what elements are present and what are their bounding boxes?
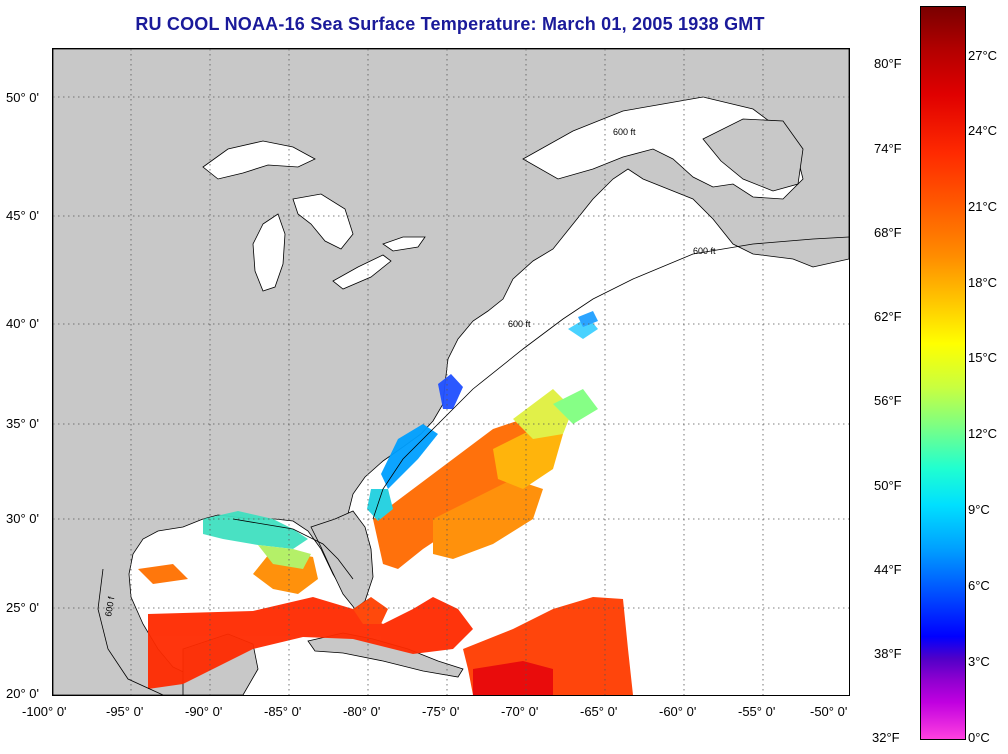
lat-label-25: 25° 0' [6, 600, 39, 615]
lon-label-65: -65° 0' [580, 704, 618, 719]
colorbar-c-9: 9°C [968, 502, 990, 517]
isobath-label-3: 600 ft [613, 127, 636, 137]
lat-label-20: 20° 0' [6, 686, 39, 701]
map-title: RU COOL NOAA-16 Sea Surface Temperature:… [135, 14, 765, 34]
colorbar-c-15: 15°C [968, 350, 998, 365]
colorbar-f-80: 80°F [874, 56, 902, 71]
lat-label-40: 40° 0' [6, 316, 39, 331]
lake-superior [202, 140, 316, 180]
lon-label-100: -100° 0' [22, 704, 67, 719]
north-america-land [53, 49, 849, 695]
colorbar-c-27: 27°C [968, 48, 998, 63]
map-canvas: 600 ft 600 ft 600 ft 600 f [53, 49, 849, 695]
colorbar-c-3: 3°C [968, 654, 990, 669]
isobath-label-2: 600 ft [693, 246, 716, 256]
lon-label-50: -50° 0' [810, 704, 848, 719]
lake-ontario [382, 236, 426, 252]
lon-label-95: -95° 0' [106, 704, 144, 719]
colorbar-c-21: 21°C [968, 199, 998, 214]
florida [310, 510, 374, 610]
lon-label-80: -80° 0' [343, 704, 381, 719]
colorbar-c-6: 6°C [968, 578, 990, 593]
colorbar-f-56: 56°F [874, 393, 902, 408]
colorbar-f-32: 32°F [872, 730, 900, 745]
gulf-st-lawrence [522, 96, 804, 200]
colorbar-c-24: 24°C [968, 123, 998, 138]
lat-label-50: 50° 0' [6, 90, 39, 105]
lon-label-90: -90° 0' [185, 704, 223, 719]
colorbar-f-38: 38°F [874, 646, 902, 661]
lat-label-45: 45° 0' [6, 208, 39, 223]
lake-huron [292, 193, 354, 250]
newfoundland [702, 118, 804, 192]
isobath-label-4: 600 f [103, 595, 116, 617]
lon-label-85: -85° 0' [264, 704, 302, 719]
sst-map: 600 ft 600 ft 600 ft 600 f [52, 48, 850, 696]
lon-label-75: -75° 0' [422, 704, 460, 719]
colorbar-f-50: 50°F [874, 478, 902, 493]
lon-label-55: -55° 0' [738, 704, 776, 719]
lake-michigan [252, 213, 286, 292]
colorbar-f-62: 62°F [874, 309, 902, 324]
isobath-600ft [97, 236, 849, 695]
lon-label-70: -70° 0' [501, 704, 539, 719]
colorbar-c-0: 0°C [968, 730, 990, 745]
colorbar-f-74: 74°F [874, 141, 902, 156]
sst-data-overlay [138, 311, 633, 695]
lat-label-30: 30° 0' [6, 511, 39, 526]
temperature-colorbar [920, 6, 966, 740]
isobath-label: 600 ft [508, 319, 531, 329]
lat-label-35: 35° 0' [6, 416, 39, 431]
lake-erie [332, 254, 392, 290]
lon-label-60: -60° 0' [659, 704, 697, 719]
colorbar-f-68: 68°F [874, 225, 902, 240]
colorbar-c-18: 18°C [968, 275, 998, 290]
colorbar-f-44: 44°F [874, 562, 902, 577]
colorbar-c-12: 12°C [968, 426, 998, 441]
